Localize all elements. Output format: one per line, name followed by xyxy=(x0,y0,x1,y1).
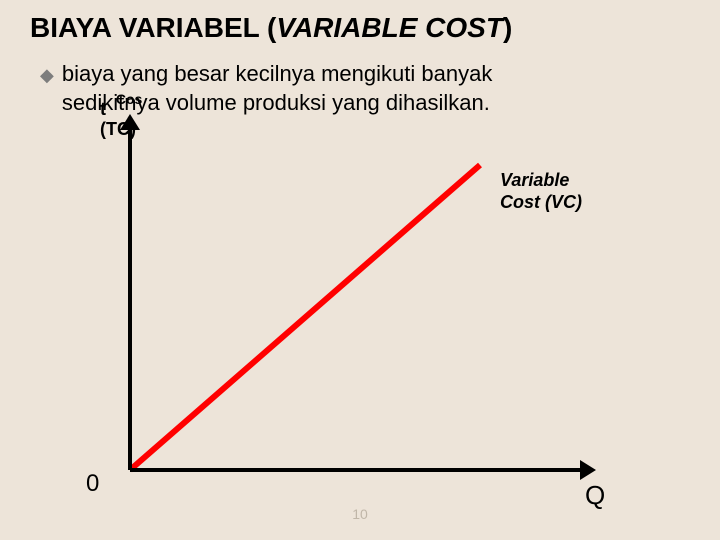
slide: BIAYA VARIABEL (VARIABLE COST) ◆ biaya y… xyxy=(0,0,720,540)
chart-svg xyxy=(0,0,720,540)
